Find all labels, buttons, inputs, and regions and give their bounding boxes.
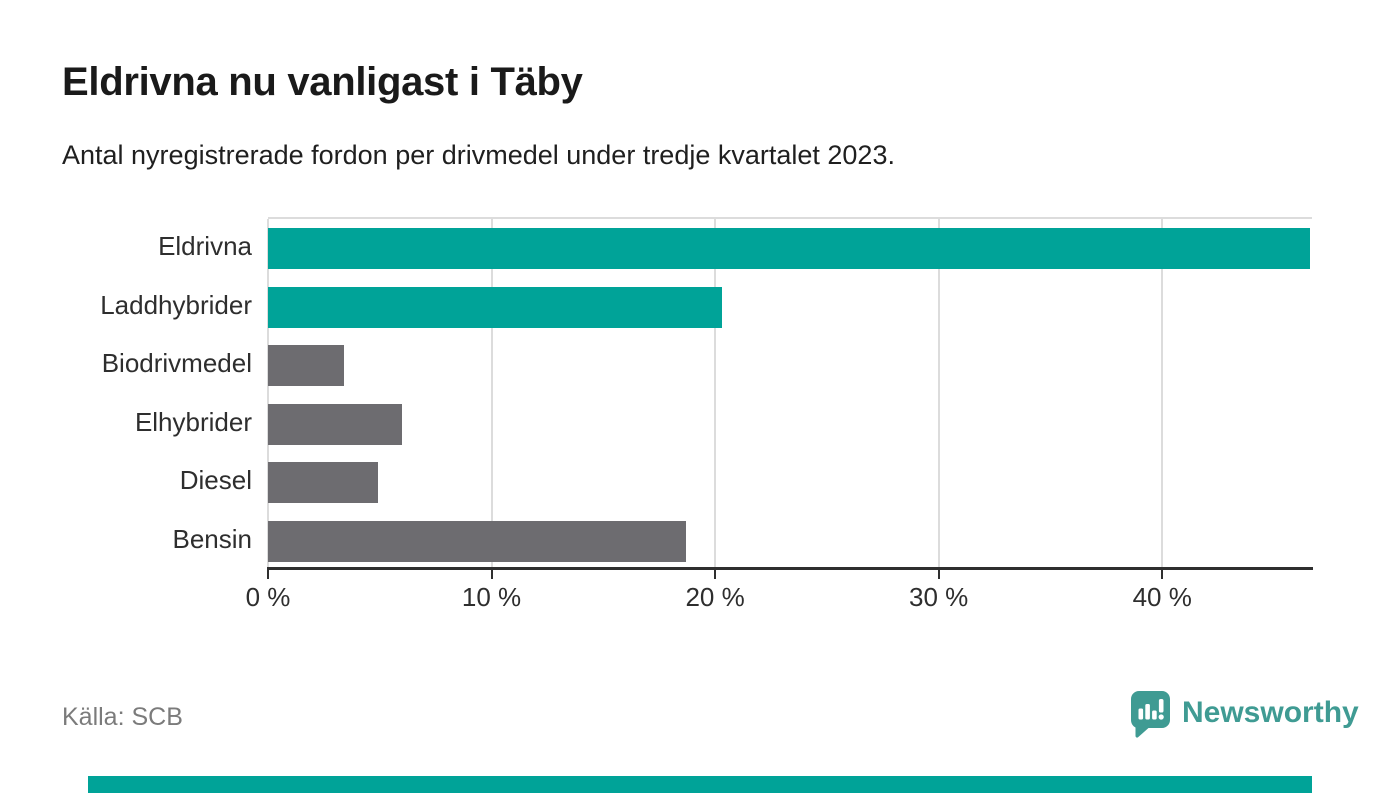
brand-strip: [88, 776, 1312, 793]
bar-eldrivna: [268, 228, 1310, 269]
plot-area: [267, 217, 1312, 568]
gridline-10: [490, 219, 493, 568]
x-tick-0: [267, 570, 269, 579]
bar-elhybrider: [268, 403, 403, 445]
bar-diesel: [268, 462, 378, 503]
chart-title: Eldrivna nu vanligast i Täby: [62, 60, 583, 104]
x-tick-label-0: 0 %: [245, 582, 291, 612]
category-label-eldrivna: Eldrivna: [158, 231, 252, 261]
bar-chart-speech-bubble-icon: [1131, 691, 1170, 743]
brand-name: Newsworthy: [1182, 696, 1359, 729]
newsworthy-logo: Newsworthy: [1131, 691, 1359, 743]
x-tick-30: [937, 570, 940, 579]
category-label-elhybrider: Elhybrider: [134, 406, 252, 437]
x-tick-label-40: 40 %: [1132, 582, 1192, 612]
bar-biodrivmedel: [268, 345, 344, 386]
category-label-bensin: Bensin: [172, 523, 253, 554]
x-axis-line: [267, 567, 1313, 570]
gridline-40: [1161, 219, 1164, 568]
category-label-diesel: Diesel: [179, 465, 252, 495]
gridline-20: [714, 219, 717, 568]
x-tick-label-20: 20 %: [685, 582, 745, 612]
x-tick-10: [490, 570, 493, 579]
category-label-biodrivmedel: Biodrivmedel: [101, 348, 252, 378]
gridline-0: [267, 219, 269, 568]
category-label-laddhybrider: Laddhybrider: [100, 289, 252, 320]
source-note: Källa: SCB: [62, 703, 183, 731]
chart-subtitle: Antal nyregistrerade fordon per drivmede…: [62, 140, 895, 170]
bar-laddhybrider: [268, 286, 722, 328]
x-tick-20: [714, 570, 717, 579]
x-tick-label-30: 30 %: [909, 582, 969, 612]
x-tick-40: [1161, 570, 1164, 579]
bar-bensin: [268, 520, 687, 562]
x-tick-label-10: 10 %: [461, 582, 522, 612]
gridline-30: [937, 219, 940, 568]
